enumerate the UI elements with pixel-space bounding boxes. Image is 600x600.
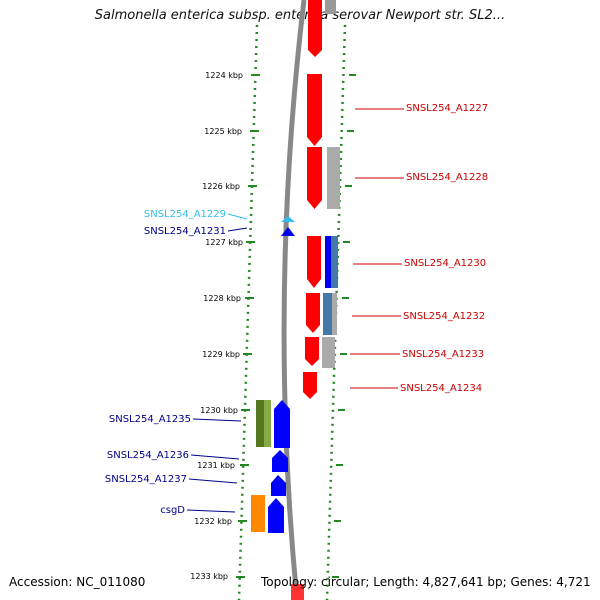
gene-arrow-sn1234[interactable] (303, 372, 317, 399)
tick-label-1229: 1229 kbp (202, 350, 240, 359)
tick-1233: 1233 kbp (190, 572, 339, 581)
gene-arrow-sn1237[interactable] (271, 475, 286, 496)
tick-1230: 1230 kbp (200, 406, 345, 415)
blue-feature-sn1230-core[interactable] (325, 236, 331, 288)
tick-1226: 1226 kbp (202, 182, 352, 191)
tick-1232: 1232 kbp (194, 517, 341, 526)
gene-arrow-sn1229[interactable] (281, 216, 295, 222)
gene-arrow-csgd[interactable] (268, 498, 284, 533)
gene-label-sn1235[interactable]: SNSL254_A1235 (109, 414, 191, 425)
gene-arrow-sn1227[interactable] (307, 74, 322, 146)
tick-label-1230: 1230 kbp (200, 406, 238, 415)
tick-1228: 1228 kbp (203, 294, 349, 303)
gray-feature-top[interactable] (325, 0, 336, 14)
tick-label-1224: 1224 kbp (205, 71, 243, 80)
genome-backbone (281, 0, 307, 600)
gene-label-sn1232[interactable]: SNSL254_A1232 (403, 311, 485, 322)
gray-feature-sn1232[interactable] (332, 293, 337, 335)
gene-label-sn1233[interactable]: SNSL254_A1233 (402, 349, 484, 360)
genome-stats-text: Topology: circular; Length: 4,827,641 bp… (261, 575, 591, 589)
gene-label-sn1231[interactable]: SNSL254_A1231 (144, 226, 226, 237)
gene-arrow-sn1228[interactable] (307, 147, 322, 209)
tick-1227: 1227 kbp (205, 238, 350, 247)
tick-label-1231: 1231 kbp (197, 461, 235, 470)
tick-1229: 1229 kbp (202, 350, 347, 359)
green-feature-sn1235-shade[interactable] (264, 400, 271, 447)
gene-label-sn1237[interactable]: SNSL254_A1237 (105, 474, 187, 485)
feature-bottom[interactable] (291, 584, 304, 600)
orange-feature-csgd[interactable] (251, 495, 265, 532)
gene-arrow-sn1230[interactable] (307, 236, 321, 288)
inner-dotted-ring (237, 24, 259, 600)
gene-label-sn1236[interactable]: SNSL254_A1236 (107, 450, 189, 461)
gene-label-sn1227[interactable]: SNSL254_A1227 (406, 103, 488, 114)
gene-arrow-sn1235[interactable] (274, 400, 290, 448)
gene-arrow-sn1232[interactable] (306, 293, 320, 333)
tick-marks: 1224 kbp 1225 kbp 1226 kbp 1227 kbp 1228… (190, 71, 356, 581)
tick-label-1228: 1228 kbp (203, 294, 241, 303)
gene-arrow-sn1233[interactable] (305, 337, 319, 366)
tick-label-1226: 1226 kbp (202, 182, 240, 191)
accession-text: Accession: NC_011080 (9, 575, 146, 589)
tick-label-1227: 1227 kbp (205, 238, 243, 247)
gray-feature-sn1233[interactable] (322, 337, 335, 368)
reverse-strand-features (251, 216, 295, 533)
forward-strand-features (291, 0, 340, 600)
tick-1224: 1224 kbp (205, 71, 356, 80)
gene-label-sn1228[interactable]: SNSL254_A1228 (406, 172, 488, 183)
tick-label-1233: 1233 kbp (190, 572, 228, 581)
label-leader-lines (186, 108, 404, 513)
gene-arrow-sn1236[interactable] (272, 450, 288, 472)
tick-1231: 1231 kbp (197, 461, 343, 470)
gene-label-sn1234[interactable]: SNSL254_A1234 (400, 383, 482, 394)
tick-label-1225: 1225 kbp (204, 127, 242, 136)
gray-feature-sn1228[interactable] (327, 147, 340, 209)
gene-arrow-sn1231[interactable] (281, 227, 295, 236)
gene-label-sn1229[interactable]: SNSL254_A1229 (144, 209, 226, 220)
gene-label-csgd[interactable]: csgD (160, 505, 185, 516)
gene-label-sn1230[interactable]: SNSL254_A1230 (404, 258, 486, 269)
tick-label-1232: 1232 kbp (194, 517, 232, 526)
tick-1225: 1225 kbp (204, 127, 354, 136)
gene-arrow-top[interactable] (308, 0, 322, 57)
gene-labels: SNSL254_A1227 SNSL254_A1228 SNSL254_A122… (105, 103, 488, 516)
